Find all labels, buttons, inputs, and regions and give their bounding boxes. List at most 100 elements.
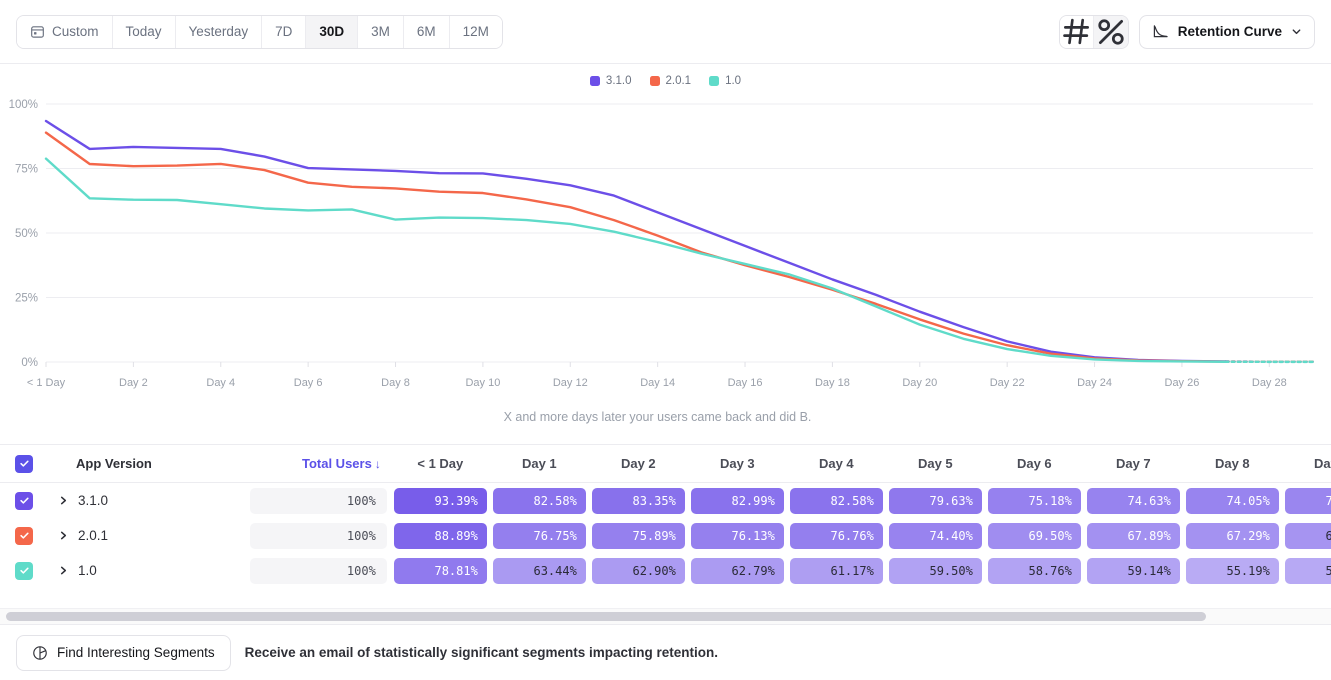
range-button-30d[interactable]: 30D <box>306 15 359 48</box>
retention-cell: 58.76% <box>985 553 1084 588</box>
chart-type-dropdown[interactable]: Retention Curve <box>1138 14 1315 49</box>
row-checkbox-1.0[interactable] <box>15 561 33 580</box>
column-header-day-9[interactable]: Day 9 <box>1281 445 1331 483</box>
retention-value: 76.13% <box>690 522 784 549</box>
expand-chevron-right-icon[interactable] <box>59 565 68 576</box>
retention-value: 88.89% <box>393 522 487 549</box>
retention-table-area: App Version Total Users ↓ < 1 Day Day 1 Day 2… <box>0 444 1331 624</box>
table-scroll-region[interactable]: App Version Total Users ↓ < 1 Day Day 1 Day 2… <box>0 445 1331 608</box>
scrollbar-thumb[interactable] <box>6 612 1207 621</box>
x-axis-tick-label: Day 12 <box>553 377 588 389</box>
retention-value: 82.58% <box>492 487 586 514</box>
range-button-today[interactable]: Today <box>112 15 176 48</box>
x-axis-tick-label: Day 16 <box>728 377 763 389</box>
legend-item-3.1.0[interactable]: 3.1.0 <box>589 75 632 87</box>
footer-note: Receive an email of statistically signif… <box>244 645 718 660</box>
column-header-day-1[interactable]: Day 1 <box>489 445 589 483</box>
legend-swatch <box>709 76 720 86</box>
range-label: 30D <box>319 24 345 39</box>
horizontal-scrollbar[interactable] <box>0 608 1331 624</box>
retention-value: 75.89% <box>591 522 685 549</box>
retention-value: 74.05% <box>1185 487 1279 514</box>
find-interesting-segments-button[interactable]: Find Interesting Segments <box>16 634 231 671</box>
range-label: 12M <box>462 24 489 39</box>
retention-cell: 82.58% <box>490 483 589 518</box>
sort-descending-icon: ↓ <box>374 457 381 471</box>
x-axis-tick-label: Day 8 <box>381 377 410 389</box>
range-button-7d[interactable]: 7D <box>262 15 307 48</box>
total-users-cell: 100% <box>250 518 391 553</box>
retention-cell: 63.44% <box>490 553 589 588</box>
column-header-day-8[interactable]: Day 8 <box>1182 445 1282 483</box>
hash-icon <box>1062 18 1089 45</box>
range-label: Yesterday <box>188 24 249 39</box>
row-name-cell: 2.0.1 <box>50 518 250 553</box>
retention-chart: 100% 75% 50% 25% 0% < 1 Day Day 2 Day 4 Day 6 Day… <box>0 94 1331 444</box>
percent-toggle-button[interactable] <box>1093 15 1128 48</box>
legend-label: 2.0.1 <box>665 75 692 87</box>
retention-value: 58.76% <box>987 557 1081 584</box>
legend-item-2.0.1[interactable]: 2.0.1 <box>649 75 692 87</box>
column-header-day-6[interactable]: Day 6 <box>984 445 1084 483</box>
range-button-3m[interactable]: 3M <box>358 15 404 48</box>
retention-curve-plot: 100% 75% 50% 25% 0% < 1 Day Day 2 Day 4 Day 6 Day… <box>9 99 1315 389</box>
retention-cell: 82.99% <box>688 483 787 518</box>
retention-cell: 93.39% <box>391 483 490 518</box>
expand-chevron-right-icon[interactable] <box>59 495 68 506</box>
range-label: 6M <box>416 24 436 39</box>
total-users-value: 100% <box>250 522 387 549</box>
x-axis-tick-label: Day 22 <box>990 377 1025 389</box>
x-axis-tick-label: < 1 Day <box>27 377 66 389</box>
column-header-1-day[interactable]: < 1 Day <box>390 445 490 483</box>
column-header-day-4[interactable]: Day 4 <box>786 445 886 483</box>
retention-cell: 74.40% <box>886 518 985 553</box>
range-button-yesterday[interactable]: Yesterday <box>175 15 263 48</box>
column-header-day-2[interactable]: Day 2 <box>588 445 688 483</box>
footer-button-label: Find Interesting Segments <box>57 645 215 660</box>
series-line-2.0.1 <box>44 131 1227 363</box>
row-checkbox-3.1.0[interactable] <box>15 491 33 510</box>
retention-cell: 76.76% <box>787 518 886 553</box>
retention-value: 56.00% <box>1284 557 1331 584</box>
total-users-cell: 100% <box>250 553 391 588</box>
chart-caption: X and more days later your users came ba… <box>503 410 812 424</box>
retention-value: 73.20% <box>1284 487 1331 514</box>
column-header-day-7[interactable]: Day 7 <box>1083 445 1183 483</box>
retention-cell: 76.13% <box>688 518 787 553</box>
retention-cell: 66.02% <box>1282 518 1331 553</box>
range-label: 3M <box>371 24 390 39</box>
legend-item-1.0[interactable]: 1.0 <box>709 75 741 87</box>
table-header: App Version Total Users ↓ < 1 Day Day 1 Day 2… <box>0 445 1331 483</box>
y-axis-tick-label: 25% <box>15 293 38 305</box>
check-icon <box>19 567 29 574</box>
retention-value: 82.58% <box>789 487 883 514</box>
range-button-12m[interactable]: 12M <box>449 15 502 48</box>
select-all-checkbox[interactable] <box>15 454 33 473</box>
date-range-selector[interactable]: Custom Today Yesterday 7D 30D 3M 6M 12M <box>16 14 503 49</box>
value-format-toggle-group[interactable] <box>1058 14 1129 49</box>
retention-table: App Version Total Users ↓ < 1 Day Day 1 Day 2… <box>0 445 1331 588</box>
retention-cell: 74.63% <box>1084 483 1183 518</box>
column-header-day-3[interactable]: Day 3 <box>687 445 787 483</box>
range-label: Today <box>125 24 162 39</box>
legend-label: 3.1.0 <box>605 75 632 87</box>
x-axis-tick-label: Day 28 <box>1252 377 1287 389</box>
column-header-total-users[interactable]: Total Users ↓ <box>250 445 391 483</box>
x-axis-tick-label: Day 18 <box>815 377 850 389</box>
column-header-day-5[interactable]: Day 5 <box>885 445 985 483</box>
column-header-app-version[interactable]: App Version <box>50 445 251 483</box>
x-axis-tick-label: Day 10 <box>465 377 500 389</box>
count-toggle-button[interactable] <box>1059 15 1094 48</box>
y-axis-tick-label: 50% <box>15 228 38 240</box>
retention-cell: 73.20% <box>1282 483 1331 518</box>
range-button-6m[interactable]: 6M <box>403 15 450 48</box>
segment-icon <box>33 645 47 660</box>
expand-chevron-right-icon[interactable] <box>59 530 68 541</box>
check-icon <box>19 532 29 539</box>
legend-swatch <box>589 76 600 86</box>
range-label: 7D <box>275 24 293 39</box>
row-checkbox-2.0.1[interactable] <box>15 526 33 545</box>
range-button-custom[interactable]: Custom <box>17 15 113 48</box>
series-line-1.0 <box>44 157 1227 363</box>
